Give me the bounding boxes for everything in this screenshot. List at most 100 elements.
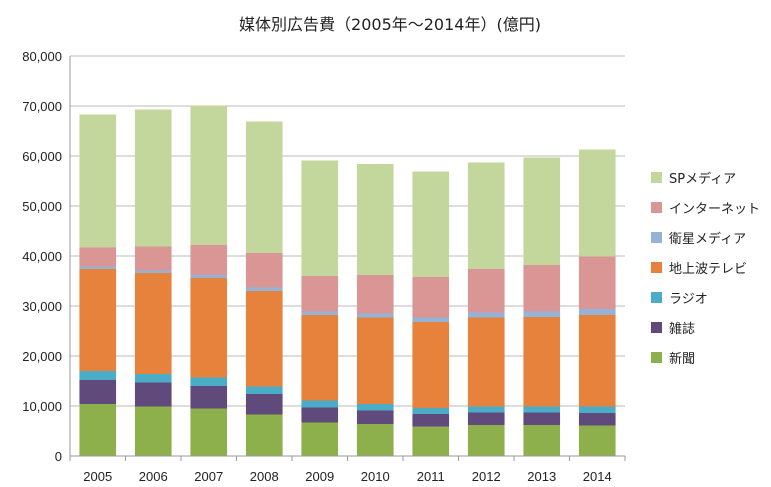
bar-segment	[523, 265, 561, 312]
legend-swatch	[651, 232, 662, 243]
x-tick-label: 2011	[417, 469, 445, 484]
bar-segment	[134, 270, 172, 273]
x-tick-label: 2008	[250, 469, 279, 484]
bar-segment	[79, 247, 117, 267]
bar-segment	[79, 404, 117, 456]
y-tick-label: 50,000	[22, 199, 62, 214]
bar-segment	[356, 164, 394, 275]
y-tick-label: 20,000	[22, 349, 62, 364]
bar-segment	[412, 322, 450, 408]
bar-segment	[79, 269, 117, 371]
bar-segment	[190, 408, 228, 456]
x-tick-label: 2012	[472, 469, 501, 484]
x-tick-label: 2007	[194, 469, 223, 484]
bar-segment	[301, 315, 339, 401]
bar-segment	[412, 408, 450, 414]
bar-segment	[79, 114, 117, 248]
bar-segment	[245, 287, 283, 291]
y-tick-label: 0	[55, 449, 62, 464]
x-tick-label: 2013	[527, 469, 556, 484]
bar-segment	[467, 412, 505, 425]
bar-segment	[245, 121, 283, 253]
bar-segment	[245, 386, 283, 394]
bar-segment	[134, 109, 172, 247]
bar-segment	[190, 105, 228, 245]
bar-segment	[79, 266, 117, 269]
bar-segment	[301, 407, 339, 423]
y-tick-label: 40,000	[22, 249, 62, 264]
y-tick-label: 80,000	[22, 49, 62, 64]
bar-segment	[245, 394, 283, 415]
y-tick-label: 60,000	[22, 149, 62, 164]
bar-segment	[134, 273, 172, 374]
bar-segment	[578, 425, 616, 456]
bar-segment	[467, 425, 505, 456]
bar-segment	[356, 317, 394, 404]
x-tick-label: 2009	[305, 469, 334, 484]
bar-segment	[190, 278, 228, 378]
bar-segment	[134, 246, 172, 271]
bar-segment	[356, 275, 394, 314]
bar-segment	[467, 317, 505, 407]
legend-swatch	[651, 322, 662, 333]
bar-segment	[301, 160, 339, 276]
bar-segment	[245, 253, 283, 288]
bar-segment	[523, 157, 561, 265]
y-tick-label: 10,000	[22, 399, 62, 414]
bar-segment	[578, 413, 616, 426]
bar-segment	[356, 424, 394, 456]
bar-segment	[578, 256, 616, 309]
bar-segment	[301, 400, 339, 408]
bar-segment	[523, 311, 561, 317]
y-tick-label: 70,000	[22, 99, 62, 114]
bar-segment	[301, 276, 339, 312]
bar-segment	[412, 277, 450, 318]
bar-segment	[412, 414, 450, 427]
legend-label: ラジオ	[669, 292, 708, 307]
bars	[79, 105, 616, 456]
bar-segment	[467, 269, 505, 313]
bar-segment	[301, 311, 339, 315]
bar-segment	[523, 406, 561, 413]
bar-segment	[79, 371, 117, 380]
y-tick-labels: 0 10,000 20,000 30,000 40,000 50,000 60,000 70,…	[22, 49, 62, 464]
legend-swatch	[651, 352, 662, 363]
bar-segment	[523, 425, 561, 456]
bar-segment	[356, 313, 394, 318]
bar-segment	[356, 404, 394, 411]
bar-segment	[245, 414, 283, 456]
x-tick-labels: 2005 2006 2007 2008 2009 2010 2011 2012 2013 2014	[83, 469, 611, 484]
bar-segment	[301, 422, 339, 456]
legend-swatch	[651, 262, 662, 273]
bar-segment	[467, 406, 505, 413]
bar-segment	[356, 410, 394, 424]
axes	[69, 56, 626, 461]
bar-segment	[190, 245, 228, 275]
legend-swatch	[651, 172, 662, 183]
bar-segment	[578, 406, 616, 413]
bar-segment	[134, 382, 172, 407]
bar-segment	[190, 275, 228, 278]
x-tick-label: 2014	[583, 469, 612, 484]
bar-segment	[190, 377, 228, 386]
chart-title: 媒体別広告費（2005年～2014年）(億円)	[239, 15, 541, 34]
bar-segment	[578, 309, 616, 315]
bar-segment	[412, 317, 450, 322]
bar-segment	[134, 406, 172, 456]
bar-segment	[523, 317, 561, 407]
bar-segment	[412, 171, 450, 277]
bar-segment	[578, 149, 616, 257]
bar-segment	[523, 412, 561, 425]
legend-swatch	[651, 202, 662, 213]
legend-label: 新聞	[669, 351, 695, 367]
legend-label: インターネット	[669, 202, 760, 217]
bar-segment	[467, 162, 505, 269]
x-tick-label: 2005	[83, 469, 112, 484]
legend-label: 衛星メディア	[669, 231, 746, 247]
y-tick-label: 30,000	[22, 299, 62, 314]
bar-segment	[79, 380, 117, 404]
bar-segment	[190, 386, 228, 409]
legend-label: SPメディア	[669, 171, 736, 187]
